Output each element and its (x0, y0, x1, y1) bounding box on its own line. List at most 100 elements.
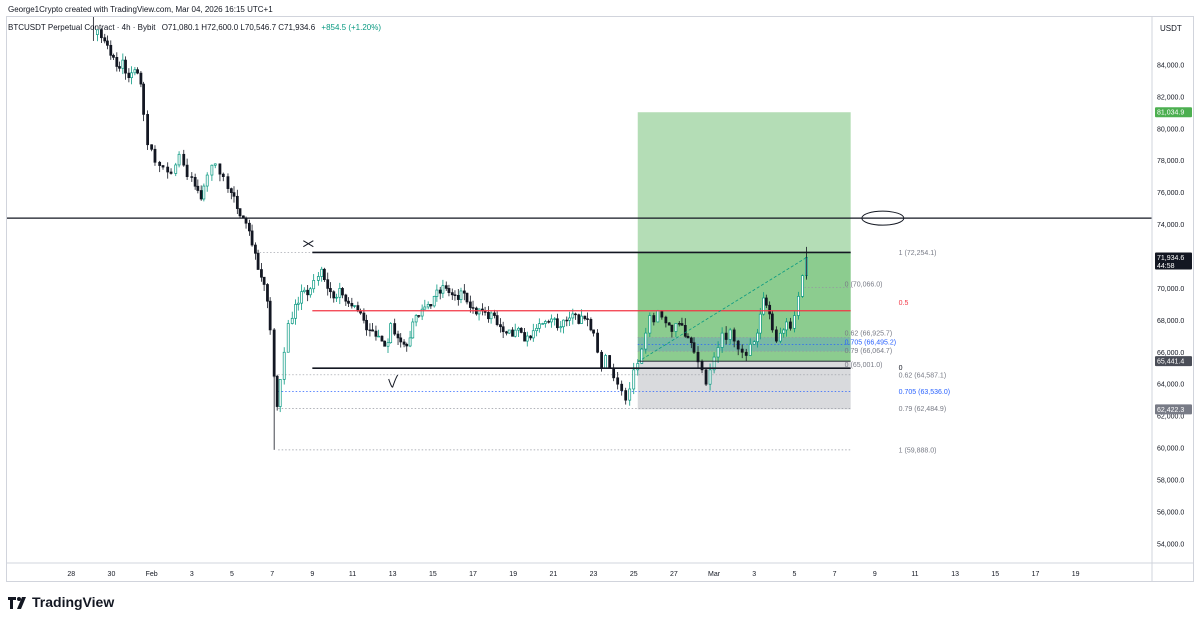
candle-body (535, 327, 539, 332)
candle-body (519, 327, 523, 333)
price-tick-label: 64,000.0 (1157, 382, 1184, 389)
candle-body (435, 289, 439, 297)
candle-body (106, 40, 109, 46)
time-tick-label: Feb (146, 571, 158, 578)
candle-body (335, 296, 338, 299)
candle-body (505, 331, 508, 334)
candle-body (308, 288, 312, 296)
candle-body (574, 313, 577, 316)
candle-body (438, 289, 442, 294)
candle-body (656, 310, 660, 323)
candle-body (139, 72, 143, 85)
candle-body (752, 341, 756, 345)
price-tick-label: 70,000.0 (1157, 286, 1184, 293)
candle-body (169, 171, 173, 174)
time-tick-label: 30 (108, 571, 116, 578)
candle-body (708, 369, 712, 385)
candle-body (444, 285, 448, 289)
candle-body (529, 335, 533, 339)
candle-body (553, 318, 557, 320)
candle-body (600, 351, 603, 369)
ellipse-annotation (861, 210, 905, 226)
candle-body (547, 321, 551, 323)
candle-body (268, 300, 272, 331)
candle-body (210, 164, 214, 176)
candle-body (100, 29, 103, 39)
candle-body (712, 356, 716, 371)
candle-body (130, 72, 133, 79)
fib-level-label: 0 (65,001.0) (845, 362, 883, 369)
fib-level-label: 0.79 (66,064.7) (845, 348, 892, 355)
candle-body (758, 313, 762, 334)
check-annotation (388, 374, 399, 388)
candle-body (778, 332, 782, 342)
candle-body (185, 164, 189, 177)
candle-body (531, 330, 535, 339)
candle-body (686, 335, 690, 339)
candle-body (432, 296, 436, 307)
candle-body (290, 317, 294, 324)
candle-body (660, 310, 664, 318)
candle-body (238, 208, 242, 217)
candle-body (523, 332, 526, 342)
long-position-profit-zone (637, 112, 851, 362)
time-tick-label: 11 (349, 571, 356, 578)
candle-body (456, 294, 460, 300)
fib-level-label: 0 (70,066.0) (845, 281, 883, 288)
candle-body (374, 330, 378, 337)
candle-body (716, 347, 720, 358)
candle-body (571, 313, 575, 319)
candle-body (229, 188, 233, 193)
candle-body (161, 165, 165, 168)
candle-body (266, 284, 269, 302)
fib-level-label: 0 (899, 365, 903, 372)
candle-body (386, 342, 390, 347)
candle-body (103, 37, 107, 42)
time-tick-label: 5 (230, 571, 234, 578)
candle-body (511, 329, 514, 337)
entry-price-tag: 65,441.4 (1157, 359, 1184, 366)
currency-label: USDT (1160, 24, 1182, 33)
candle-body (453, 294, 457, 296)
candle-body (300, 291, 304, 304)
candle-body (118, 66, 121, 69)
candle-body (411, 321, 415, 339)
candle-body (740, 348, 744, 353)
price-tick-label: 84,000.0 (1157, 62, 1184, 69)
candle-body (543, 321, 547, 324)
candle-body (423, 306, 427, 310)
time-tick-label: 11 (911, 571, 918, 578)
time-tick-label: 9 (310, 571, 314, 578)
candle-body (136, 69, 139, 74)
candle-body (393, 323, 397, 335)
stop-price-tag-bg (1155, 404, 1192, 415)
symbol-label[interactable]: BTCUSDT Perpetual Contract · 4h · Bybit (8, 23, 156, 32)
candle-body (250, 230, 254, 246)
candle-body (420, 308, 424, 317)
candle-body (322, 268, 326, 281)
candle-body (728, 329, 732, 340)
candle-body (399, 337, 403, 343)
candle-body (368, 329, 372, 332)
candle-body (133, 69, 137, 74)
candle-body (296, 302, 300, 305)
candle-body (525, 335, 529, 342)
candle-body (213, 163, 217, 166)
candle-body (748, 343, 752, 356)
candle-body (380, 335, 384, 342)
time-tick-label: 13 (389, 571, 397, 578)
fib-level-label: 1 (59,888.0) (899, 447, 937, 454)
chart-caption: George1Crypto created with TradingView.c… (8, 5, 273, 14)
candle-body (316, 276, 320, 281)
candle-body (338, 288, 342, 298)
time-tick-label: 3 (190, 571, 194, 578)
candle-body (127, 72, 131, 79)
brand: TradingView (8, 594, 114, 610)
candle-body (278, 379, 282, 407)
candle-body (785, 321, 788, 331)
candle-body (616, 377, 620, 385)
candle-body (294, 304, 297, 319)
candle-body (774, 329, 778, 342)
candle-body (797, 296, 800, 316)
